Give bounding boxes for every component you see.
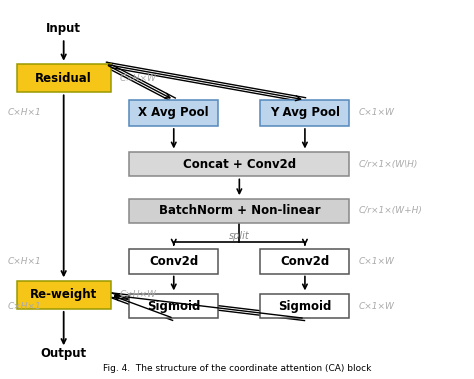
Text: C×H×1: C×H×1 bbox=[8, 108, 41, 117]
Text: Input: Input bbox=[46, 22, 81, 35]
FancyBboxPatch shape bbox=[129, 100, 218, 126]
FancyBboxPatch shape bbox=[260, 100, 349, 126]
Text: C×1×W: C×1×W bbox=[359, 257, 395, 266]
Text: Sigmoid: Sigmoid bbox=[278, 300, 332, 313]
FancyBboxPatch shape bbox=[129, 199, 349, 223]
Text: BatchNorm + Non-linear: BatchNorm + Non-linear bbox=[158, 205, 320, 218]
Text: X Avg Pool: X Avg Pool bbox=[138, 106, 209, 119]
FancyBboxPatch shape bbox=[260, 294, 349, 318]
Text: Output: Output bbox=[41, 347, 87, 360]
Text: C×H×W: C×H×W bbox=[120, 290, 157, 299]
Text: Concat + Conv2d: Concat + Conv2d bbox=[183, 158, 296, 171]
Text: C×1×W: C×1×W bbox=[359, 302, 395, 311]
Text: Y Avg Pool: Y Avg Pool bbox=[270, 106, 340, 119]
Text: Fig. 4.  The structure of the coordinate attention (CA) block: Fig. 4. The structure of the coordinate … bbox=[103, 364, 371, 373]
Text: C/r×1×(W+H): C/r×1×(W+H) bbox=[359, 207, 423, 216]
Text: C/r×1×(W\H): C/r×1×(W\H) bbox=[359, 160, 418, 169]
Text: Re-weight: Re-weight bbox=[30, 288, 97, 302]
Text: split: split bbox=[229, 231, 250, 241]
Text: C×1×W: C×1×W bbox=[359, 108, 395, 117]
Text: C×H×1: C×H×1 bbox=[8, 257, 41, 266]
FancyBboxPatch shape bbox=[129, 249, 218, 274]
FancyBboxPatch shape bbox=[129, 294, 218, 318]
Text: Sigmoid: Sigmoid bbox=[147, 300, 201, 313]
Text: C×H×W: C×H×W bbox=[120, 74, 157, 83]
FancyBboxPatch shape bbox=[129, 152, 349, 177]
FancyBboxPatch shape bbox=[17, 64, 110, 92]
FancyBboxPatch shape bbox=[260, 249, 349, 274]
Text: Conv2d: Conv2d bbox=[149, 255, 199, 268]
Text: C×H×1: C×H×1 bbox=[8, 302, 41, 311]
Text: Conv2d: Conv2d bbox=[280, 255, 329, 268]
Text: Residual: Residual bbox=[35, 72, 92, 85]
FancyBboxPatch shape bbox=[17, 281, 110, 309]
